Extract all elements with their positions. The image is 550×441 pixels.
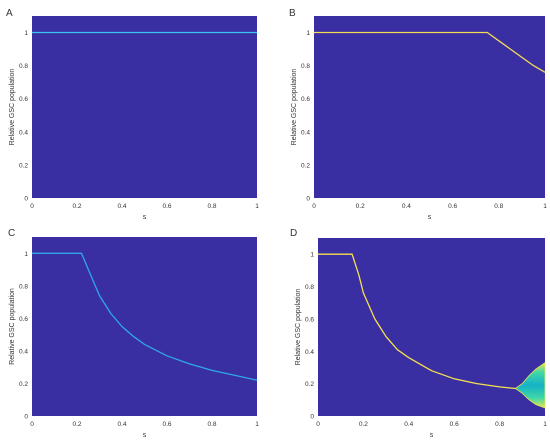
x-tick-label: 0.8 xyxy=(495,421,504,428)
x-tick-label: 0.4 xyxy=(117,421,126,428)
y-tick-label: 0.2 xyxy=(305,381,314,388)
y-tick-label: 0 xyxy=(310,414,314,421)
x-tick-label: 1 xyxy=(255,421,259,428)
y-tick-label: 0.2 xyxy=(19,381,28,388)
x-tick-label: 0.6 xyxy=(162,421,171,428)
bifurcation-region xyxy=(514,361,546,409)
y-tick-label: 0.4 xyxy=(19,129,28,136)
y-tick-label: 1 xyxy=(310,252,314,259)
panel-a: A 0 0.2 0.4 0.6 0.8 1 0 0.2 0.4 0.6 0.8 1 s Relative G… xyxy=(6,8,259,221)
x-tick-label: 0.2 xyxy=(72,421,81,428)
y-tick-label: 0.4 xyxy=(301,129,310,136)
series-line xyxy=(314,31,546,73)
y-tick-label: 0.2 xyxy=(301,162,310,169)
y-tick-label: 0 xyxy=(24,414,28,421)
y-tick-label: 0.6 xyxy=(19,96,28,103)
x-tick-label: 0 xyxy=(30,203,34,210)
panel-letter: D xyxy=(290,228,297,239)
y-tick-label: 0.8 xyxy=(19,283,28,290)
plot-area xyxy=(32,16,257,198)
y-tick-label: 0.4 xyxy=(305,349,314,356)
y-tick-label: 0.8 xyxy=(301,63,310,70)
x-tick-label: 0.4 xyxy=(402,203,411,210)
x-tick-label: 0.8 xyxy=(207,203,216,210)
x-tick-label: 0.4 xyxy=(117,203,126,210)
y-tick-label: 0.8 xyxy=(19,63,28,70)
panel-b: B 0 0.2 0.4 0.6 0.8 1 0 0.2 0.4 0.6 0.8 1 s Relative G… xyxy=(289,8,547,221)
x-tick-label: 0.2 xyxy=(359,421,368,428)
x-tick-label: 0 xyxy=(312,203,316,210)
y-tick-label: 1 xyxy=(24,30,28,37)
x-tick-label: 0.6 xyxy=(448,203,457,210)
y-tick-label: 1 xyxy=(24,251,28,258)
y-tick-label: 0.6 xyxy=(19,316,28,323)
x-tick-label: 0.8 xyxy=(494,203,503,210)
x-tick-label: 0.8 xyxy=(207,421,216,428)
x-tick-label: 1 xyxy=(543,203,547,210)
series-line xyxy=(318,253,516,390)
x-tick-label: 0.2 xyxy=(356,203,365,210)
series-line xyxy=(32,252,258,381)
y-tick-label: 0.2 xyxy=(19,162,28,169)
panel-letter: B xyxy=(289,8,296,19)
y-tick-label: 0.6 xyxy=(305,316,314,323)
y-tick-label: 0.6 xyxy=(301,96,310,103)
plot-area xyxy=(318,238,545,416)
x-tick-label: 0.6 xyxy=(450,421,459,428)
x-axis-label: s xyxy=(143,432,147,439)
panel-letter: A xyxy=(6,8,13,19)
panel-letter: C xyxy=(8,228,15,239)
y-tick-label: 0.8 xyxy=(305,284,314,291)
y-tick-label: 0.4 xyxy=(19,348,28,355)
y-tick-label: 0 xyxy=(306,196,310,203)
y-tick-label: 1 xyxy=(306,30,310,37)
x-tick-label: 0 xyxy=(316,421,320,428)
plot-area xyxy=(32,237,257,416)
panel-c: C 0 0.2 0.4 0.6 0.8 1 0 0.2 0.4 0.6 0.8 1 s Relative G… xyxy=(8,228,259,439)
plot-area xyxy=(314,16,545,198)
y-axis-label: Relative GSC population xyxy=(9,69,16,146)
y-tick-label: 0 xyxy=(24,196,28,203)
y-axis-label: Relative GSC population xyxy=(291,69,298,146)
y-axis-label: Relative GSC population xyxy=(295,289,302,366)
x-tick-label: 0.6 xyxy=(162,203,171,210)
x-tick-label: 1 xyxy=(255,203,259,210)
x-tick-label: 0.2 xyxy=(72,203,81,210)
x-axis-label: s xyxy=(428,214,432,221)
x-axis-label: s xyxy=(430,432,434,439)
x-tick-label: 1 xyxy=(543,421,547,428)
y-axis-label: Relative GSC population xyxy=(9,288,16,365)
x-axis-label: s xyxy=(143,214,147,221)
x-tick-label: 0.4 xyxy=(404,421,413,428)
panel-d: D 0 0.2 0.4 0.6 0.8 1 0 0.2 0.4 0.6 0.8 1 s Relative G… xyxy=(290,228,547,439)
x-tick-label: 0 xyxy=(30,421,34,428)
